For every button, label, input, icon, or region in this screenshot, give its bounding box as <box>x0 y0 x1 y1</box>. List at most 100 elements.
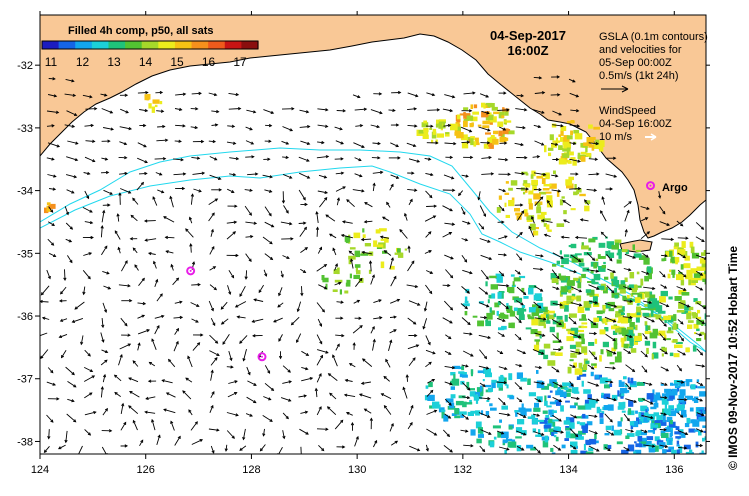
sst-pixel <box>621 393 625 397</box>
velocity-arrow <box>226 366 233 368</box>
y-tick-label: -33 <box>17 123 33 135</box>
velocity-arrowhead <box>680 338 684 342</box>
velocity-arrowhead <box>431 378 436 382</box>
sst-pixel <box>655 445 659 452</box>
sst-pixel <box>658 446 663 450</box>
velocity-arrowhead <box>197 282 201 287</box>
sst-pixel <box>635 443 642 448</box>
sst-pixel <box>547 147 554 151</box>
sst-pixel <box>521 305 526 309</box>
velocity-arrow <box>390 440 398 446</box>
velocity-arrow <box>532 155 540 158</box>
sst-pixel <box>670 429 673 437</box>
velocity-arrow <box>242 428 246 440</box>
sst-pixel <box>673 245 679 250</box>
velocity-arrow <box>569 124 580 127</box>
velocity-arrow <box>389 184 394 191</box>
svg-text:WindSpeed: WindSpeed <box>599 105 656 117</box>
velocity-arrow <box>317 124 328 128</box>
velocity-arrow <box>399 229 408 239</box>
velocity-arrowhead <box>577 334 582 339</box>
sst-pixel <box>592 293 599 297</box>
sst-pixel <box>556 223 565 227</box>
velocity-arrow <box>264 221 274 228</box>
velocity-arrowhead <box>340 141 344 145</box>
velocity-arrow <box>65 430 68 443</box>
velocity-arrowhead <box>109 191 113 195</box>
velocity-arrowhead <box>109 110 114 114</box>
velocity-arrow <box>570 254 581 262</box>
velocity-arrow <box>245 235 253 238</box>
velocity-arrow <box>317 318 322 327</box>
velocity-arrow <box>625 364 635 372</box>
velocity-arrowhead <box>487 128 491 132</box>
velocity-arrow <box>228 350 232 361</box>
sst-pixel <box>498 195 502 200</box>
sst-pixel <box>744 427 747 430</box>
velocity-arrowhead <box>557 189 562 193</box>
sst-pixel <box>604 276 609 280</box>
sst-pixel <box>521 403 524 408</box>
sst-pixel <box>616 259 622 264</box>
velocity-arrow <box>335 334 344 337</box>
legend-tick-label: 16 <box>202 55 216 69</box>
velocity-arrowhead <box>410 404 414 409</box>
sst-pixel <box>603 261 606 265</box>
velocity-arrowhead <box>411 171 415 175</box>
sst-pixel <box>520 409 527 416</box>
sst-pixel <box>528 203 533 210</box>
velocity-arrow <box>119 172 128 175</box>
sst-pixel <box>515 427 523 433</box>
velocity-arrowhead <box>399 228 403 233</box>
velocity-arrow <box>442 108 453 112</box>
velocity-arrow <box>317 108 328 111</box>
velocity-arrowhead <box>342 109 347 113</box>
velocity-arrowhead <box>121 402 125 407</box>
velocity-vectors <box>40 75 706 454</box>
sst-pixel <box>484 384 492 388</box>
velocity-arrow <box>533 268 543 270</box>
velocity-arrowhead <box>152 260 157 265</box>
velocity-arrowhead <box>699 272 704 276</box>
velocity-arrow <box>174 108 182 111</box>
velocity-arrowhead <box>302 197 306 201</box>
sst-pixel <box>688 279 691 285</box>
velocity-arrow <box>514 382 523 390</box>
velocity-arrow <box>625 382 632 390</box>
velocity-arrow <box>534 92 545 94</box>
sst-pixel <box>541 211 547 215</box>
velocity-arrowhead <box>127 284 131 288</box>
velocity-arrowhead <box>94 107 98 111</box>
velocity-arrow <box>120 403 124 414</box>
velocity-arrowhead <box>234 392 238 395</box>
sst-pixel <box>691 252 700 259</box>
velocity-arrowhead <box>385 358 389 363</box>
sst-pixel <box>523 191 526 195</box>
sst-pixel <box>518 275 526 279</box>
velocity-arrowhead <box>303 394 307 398</box>
velocity-arrowhead <box>43 449 47 454</box>
velocity-arrow <box>641 365 648 373</box>
velocity-arrowhead <box>644 369 648 373</box>
legend-tick-label: 15 <box>170 55 184 69</box>
velocity-arrowhead <box>248 212 252 216</box>
velocity-arrowhead <box>309 376 314 381</box>
velocity-arrow <box>444 398 452 406</box>
velocity-arrow <box>562 200 572 207</box>
velocity-arrow <box>552 396 562 402</box>
velocity-arrow <box>170 421 175 431</box>
velocity-arrowhead <box>324 196 328 201</box>
sst-pixel <box>488 294 492 299</box>
sst-pixel <box>614 305 623 309</box>
velocity-arrowhead <box>450 176 455 180</box>
velocity-arrowhead <box>541 110 545 114</box>
velocity-arrowhead <box>129 391 133 394</box>
velocity-arrow <box>498 158 508 161</box>
sst-pixel <box>647 325 651 331</box>
velocity-arrowhead <box>560 255 564 259</box>
sst-pixel <box>661 399 669 405</box>
sst-pixel <box>610 460 618 463</box>
velocity-arrowhead <box>307 124 311 129</box>
sst-pixel <box>560 346 564 350</box>
y-tick-label: -35 <box>17 248 33 260</box>
